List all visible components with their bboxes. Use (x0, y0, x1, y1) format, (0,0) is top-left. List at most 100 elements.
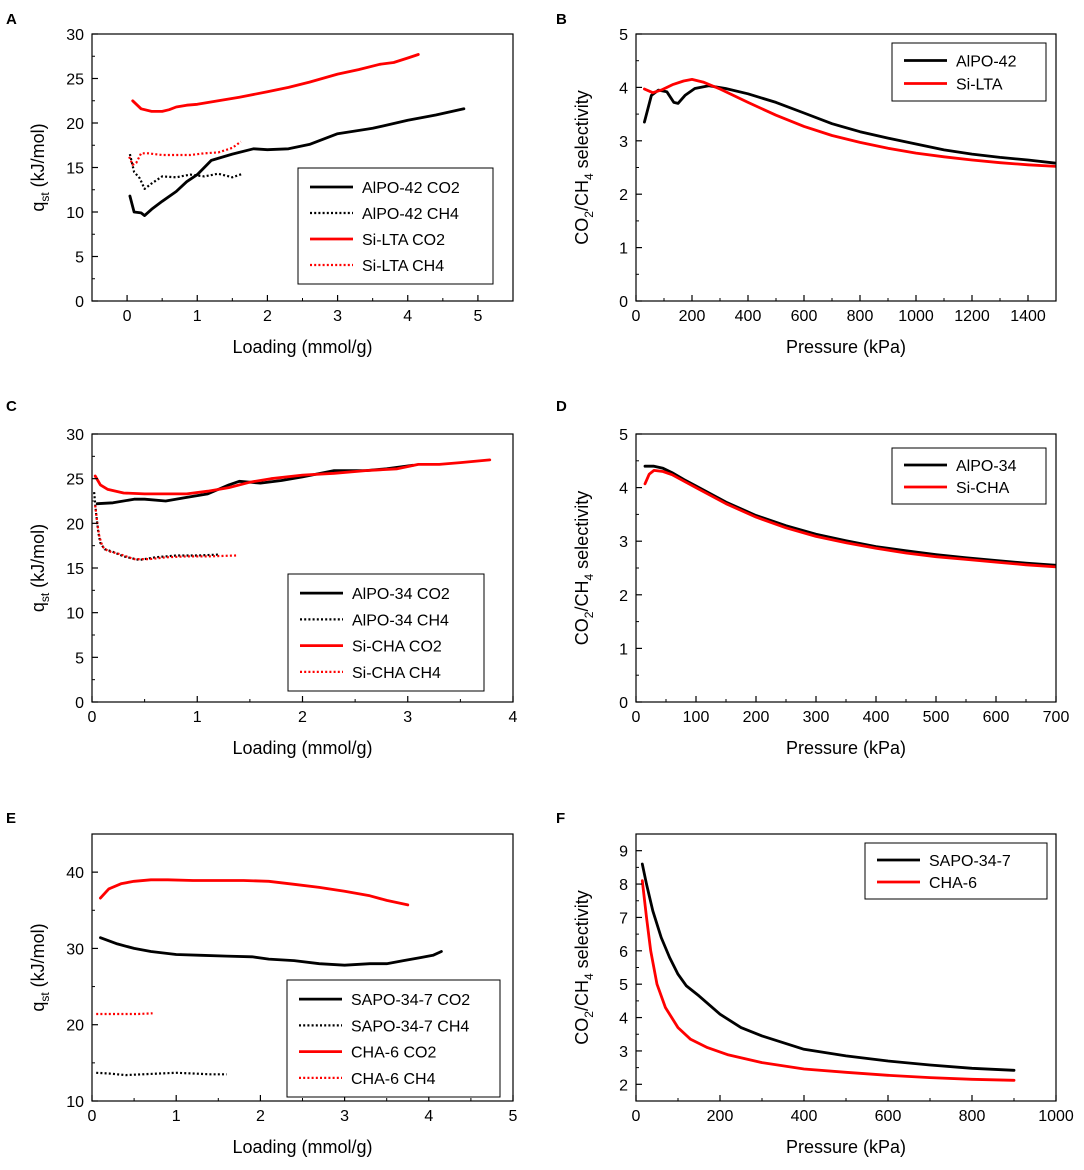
panel-c: C 0 1 2 3 4 0 5 10 15 20 25 30 Loading (mmol/g) qst (k… (6, 398, 518, 758)
panel-d-legend-label: Si-CHA (956, 480, 1010, 497)
panel-e-legend-label: SAPO-34-7 CO2 (351, 992, 470, 1009)
panel-d-xtick-label: 600 (983, 709, 1010, 726)
panel-d-ytick-label: 3 (619, 534, 628, 551)
panel-c-xtick-label: 4 (509, 709, 518, 726)
panel-d-xlabel: Pressure (kPa) (786, 738, 906, 758)
panel-d-legend: AlPO-34 Si-CHA (891, 447, 1047, 505)
panel-e-xtick-label: 5 (509, 1108, 518, 1125)
panel-f-xtick-label: 200 (707, 1108, 734, 1125)
panel-d-series-1-line (643, 468, 1056, 569)
panel-d-series-0-line (643, 464, 1056, 567)
panel-d-ytick-label: 2 (619, 588, 628, 605)
panel-b-xtick-label: 600 (791, 308, 818, 325)
panel-b-ytick-label: 0 (619, 294, 628, 311)
panel-e-ytick-label: 10 (66, 1094, 84, 1111)
panel-c-xtick-label: 3 (403, 709, 412, 726)
panel-b-xtick-label: 800 (847, 308, 874, 325)
panel-f-legend: SAPO-34-7 CHA-6 (864, 842, 1048, 900)
panel-e-xtick-label: 4 (424, 1108, 433, 1125)
panel-a-ytick-label: 15 (66, 161, 84, 178)
panel-b-xtick-label: 0 (632, 308, 641, 325)
panel-c-letter: C (6, 398, 17, 415)
panel-f-xtick-label: 800 (959, 1108, 986, 1125)
panel-b-xtick-label: 1000 (898, 308, 934, 325)
panel-c-xtick-label: 2 (298, 709, 307, 726)
panel-e-ytick-label: 30 (66, 941, 84, 958)
panel-f-ytick-label: 7 (619, 910, 628, 927)
panel-f-legend-box (864, 842, 1048, 900)
panel-d-ytick-label: 5 (619, 427, 628, 444)
panel-b-ytick-label: 4 (619, 80, 628, 97)
panel-d: D 0 100 200 300 400 500 600 700 0 1 2 3 4 5 Pressure (k… (556, 398, 1069, 758)
panel-b-legend-label: Si-LTA (956, 77, 1003, 94)
panel-d-xtick-label: 400 (863, 709, 890, 726)
panel-c-series-2-line (93, 458, 492, 496)
panel-d-xtick-label: 300 (803, 709, 830, 726)
panel-e-legend-label: CHA-6 CO2 (351, 1045, 436, 1062)
panel-b-ytick-label: 3 (619, 134, 628, 151)
panel-a-letter: A (6, 11, 17, 28)
panel-c-ytick-label: 10 (66, 606, 84, 623)
panel-c-xtick-label: 1 (193, 709, 202, 726)
panel-a-xlabel: Loading (mmol/g) (232, 337, 372, 357)
panel-f-ytick-label: 9 (619, 844, 628, 861)
panel-d-ytick-label: 4 (619, 481, 628, 498)
panel-e-xtick-label: 3 (340, 1108, 349, 1125)
panel-a-series-3-line (128, 140, 242, 166)
panel-a-legend-label: AlPO-42 CO2 (362, 180, 460, 197)
panel-a: A 0 1 2 3 4 5 0 5 10 15 20 25 30 Loading (mmol/g) qst (… (6, 11, 514, 357)
panel-c-legend-label: AlPO-34 CO2 (352, 586, 450, 603)
panel-f-series-group (640, 862, 1016, 1082)
panel-a-series-0-line (128, 107, 466, 218)
panel-c-legend-label: Si-CHA CO2 (352, 639, 442, 656)
panel-a-xtick-label: 1 (193, 308, 202, 325)
panel-a-legend-label: Si-LTA CH4 (362, 258, 444, 275)
panel-c-ylabel: qst (kJ/mol) (28, 524, 52, 612)
panel-a-ytick-label: 30 (66, 27, 84, 44)
panel-a-ytick-label: 25 (66, 72, 84, 89)
panel-f-ylabel: CO2/CH4 selectivity (572, 890, 596, 1044)
panel-a-ylabel: qst (kJ/mol) (28, 123, 52, 211)
panel-e-series-3-line (96, 1012, 153, 1016)
panel-f-series-1-line (640, 879, 1016, 1082)
panel-f-xlabel: Pressure (kPa) (786, 1137, 906, 1157)
panel-b-ytick-label: 2 (619, 187, 628, 204)
panel-f: F 0 200 400 600 800 1000 2 3 4 5 6 7 8 9 Pressure (kPa)… (556, 810, 1074, 1157)
panel-c-ytick-label: 15 (66, 561, 84, 578)
panel-a-ytick-label: 20 (66, 116, 84, 133)
panel-c-ytick-label: 5 (75, 650, 84, 667)
panel-e-xtick-label: 0 (88, 1108, 97, 1125)
panel-a-xtick-label: 3 (333, 308, 342, 325)
panel-d-letter: D (556, 398, 567, 415)
panel-e-xtick-label: 1 (172, 1108, 181, 1125)
panel-f-ytick-label: 3 (619, 1044, 628, 1061)
panel-f-ytick-label: 5 (619, 977, 628, 994)
panel-b: B 0 200 400 600 800 1000 1200 1400 0 1 2 3 4 5 Pressure… (556, 11, 1057, 357)
panel-c-legend: AlPO-34 CO2 AlPO-34 CH4 Si-CHA CO2 Si-CHA C… (287, 573, 485, 692)
panel-e-xlabel: Loading (mmol/g) (232, 1137, 372, 1157)
panel-f-xtick-label: 0 (632, 1108, 641, 1125)
panel-b-series-group (643, 78, 1056, 168)
panel-f-ytick-label: 6 (619, 944, 628, 961)
panel-a-ytick-label: 5 (75, 250, 84, 267)
panel-c-ytick-label: 0 (75, 695, 84, 712)
panel-e-ylabel: qst (kJ/mol) (28, 923, 52, 1011)
panel-d-xtick-label: 200 (743, 709, 770, 726)
panel-d-legend-label: AlPO-34 (956, 458, 1017, 475)
panel-a-xtick-label: 4 (403, 308, 412, 325)
panel-f-ytick-label: 8 (619, 877, 628, 894)
panel-a-ytick-label: 0 (75, 294, 84, 311)
panel-c-series-group (93, 458, 492, 562)
panel-e-legend-label: SAPO-34-7 CH4 (351, 1018, 469, 1035)
panel-b-xtick-label: 1400 (1010, 308, 1046, 325)
panel-f-xtick-label: 600 (875, 1108, 902, 1125)
panel-f-letter: F (556, 810, 565, 827)
panel-d-ylabel: CO2/CH4 selectivity (572, 491, 596, 645)
panel-d-xtick-label: 700 (1043, 709, 1070, 726)
panel-b-xlabel: Pressure (kPa) (786, 337, 906, 357)
panel-b-legend: AlPO-42 Si-LTA (891, 42, 1047, 102)
panel-c-xlabel: Loading (mmol/g) (232, 738, 372, 758)
panel-a-legend: AlPO-42 CO2 AlPO-42 CH4 Si-LTA CO2 Si-LTA C… (297, 167, 494, 285)
panel-e-ytick-label: 20 (66, 1018, 84, 1035)
